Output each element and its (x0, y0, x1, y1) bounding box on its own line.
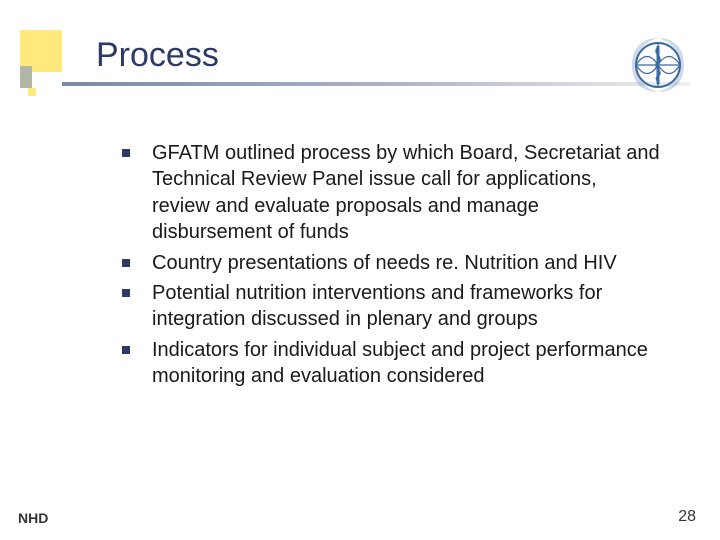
list-item: Potential nutrition interventions and fr… (118, 280, 660, 333)
slide-title: Process (96, 36, 219, 75)
page-number: 28 (678, 508, 696, 526)
slide-body: GFATM outlined process by which Board, S… (118, 140, 660, 394)
accent-block-yellow-small (28, 88, 36, 96)
slide-header: Process (0, 22, 720, 92)
footer-label: NHD (18, 510, 48, 526)
bullet-list: GFATM outlined process by which Board, S… (118, 140, 660, 390)
who-logo-icon (630, 36, 686, 94)
accent-block-olive (20, 66, 32, 88)
list-item: GFATM outlined process by which Board, S… (118, 140, 660, 246)
list-item: Country presentations of needs re. Nutri… (118, 250, 660, 276)
list-item: Indicators for individual subject and pr… (118, 337, 660, 390)
title-underline (62, 82, 690, 86)
